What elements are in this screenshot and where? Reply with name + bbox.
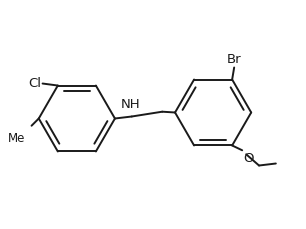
Text: Me: Me — [8, 132, 25, 145]
Text: NH: NH — [121, 98, 141, 111]
Text: Br: Br — [227, 53, 241, 66]
Text: O: O — [243, 152, 253, 165]
Text: Cl: Cl — [28, 77, 41, 90]
